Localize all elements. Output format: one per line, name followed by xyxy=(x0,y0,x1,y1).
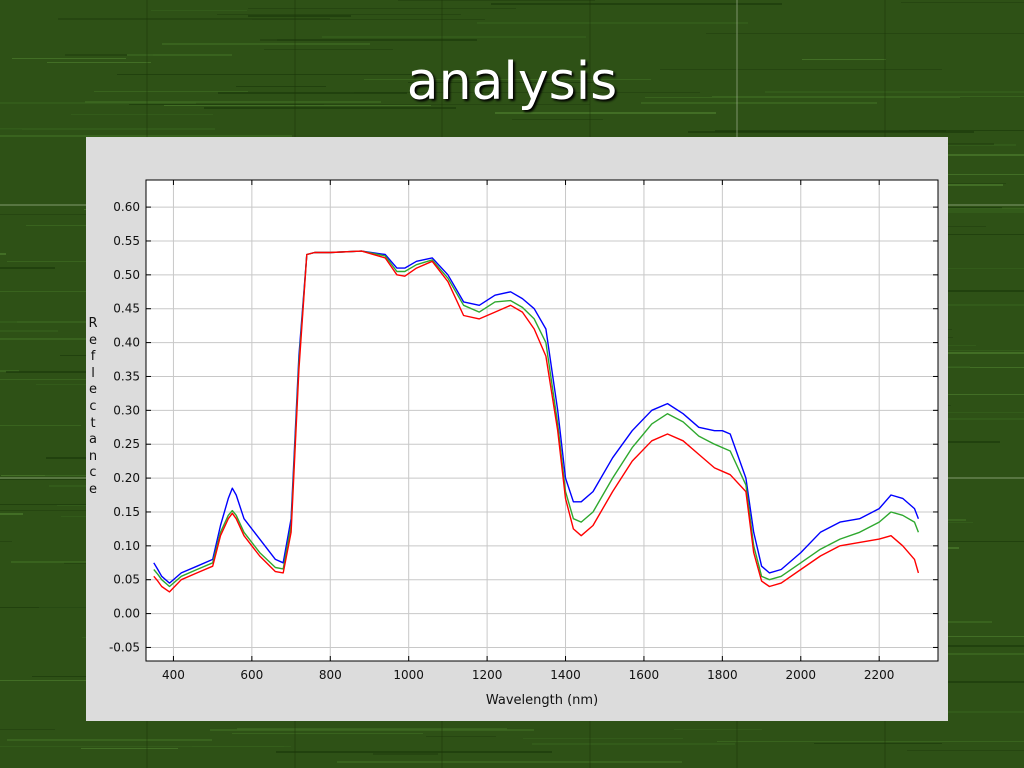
y-axis-label-letter: c xyxy=(89,465,97,481)
chart-panel: -0.05 0.00 0.05 0.10 0.15 0.20 0.25 0.30 0.35 0.4… xyxy=(86,137,948,721)
plot-area xyxy=(145,179,939,662)
series-line-2 xyxy=(153,250,920,588)
y-tick-label: 0.60 xyxy=(113,200,140,214)
x-tick-label: 1200 xyxy=(472,668,503,682)
x-tick-label: 1400 xyxy=(550,668,581,682)
x-tick-label: 1600 xyxy=(629,668,660,682)
y-tick-label: 0.00 xyxy=(113,607,140,621)
x-axis-label: Wavelength (nm) xyxy=(486,693,598,708)
x-tick-label: 1000 xyxy=(393,668,424,682)
y-tick-label: 0.45 xyxy=(113,302,140,316)
y-tick-label: 0.10 xyxy=(113,539,140,553)
y-axis-label-letter: e xyxy=(89,382,97,398)
x-tick-label: 400 xyxy=(162,668,185,682)
series-line-1 xyxy=(153,250,920,584)
y-axis-label-letter: n xyxy=(88,448,98,464)
x-tick-label: 800 xyxy=(319,668,342,682)
y-tick-label: 0.05 xyxy=(113,573,140,587)
slide-title: analysis xyxy=(406,52,618,112)
y-axis-label-letter: c xyxy=(89,398,97,414)
y-axis-label-letter: t xyxy=(90,415,96,431)
x-tick-label: 2000 xyxy=(785,668,816,682)
y-tick-label: 0.40 xyxy=(113,336,140,350)
x-tick-label: 600 xyxy=(240,668,263,682)
plot-frame xyxy=(145,179,939,662)
y-tick-label: 0.15 xyxy=(113,505,140,519)
x-tick-label: 2200 xyxy=(864,668,895,682)
y-tick-label: 0.25 xyxy=(113,437,140,451)
y-axis-label-letter: l xyxy=(91,365,95,381)
y-tick-label: -0.05 xyxy=(109,640,140,654)
y-axis-label-letter: R xyxy=(88,316,98,331)
y-axis-label-letter: f xyxy=(90,349,96,365)
y-tick-label: 0.35 xyxy=(113,369,140,383)
series-line-3 xyxy=(153,250,920,593)
y-axis-label-letter: a xyxy=(89,432,97,448)
reflectance-chart: -0.05 0.00 0.05 0.10 0.15 0.20 0.25 0.30 0.35 0.4… xyxy=(109,179,939,708)
y-axis-label-letter: e xyxy=(89,481,97,497)
y-axis-label-letter: e xyxy=(89,332,97,348)
y-tick-label: 0.30 xyxy=(113,403,140,417)
y-tick-label: 0.50 xyxy=(113,268,140,282)
y-tick-label: 0.20 xyxy=(113,471,140,485)
x-tick-label: 1800 xyxy=(707,668,738,682)
y-tick-label: 0.55 xyxy=(113,234,140,248)
